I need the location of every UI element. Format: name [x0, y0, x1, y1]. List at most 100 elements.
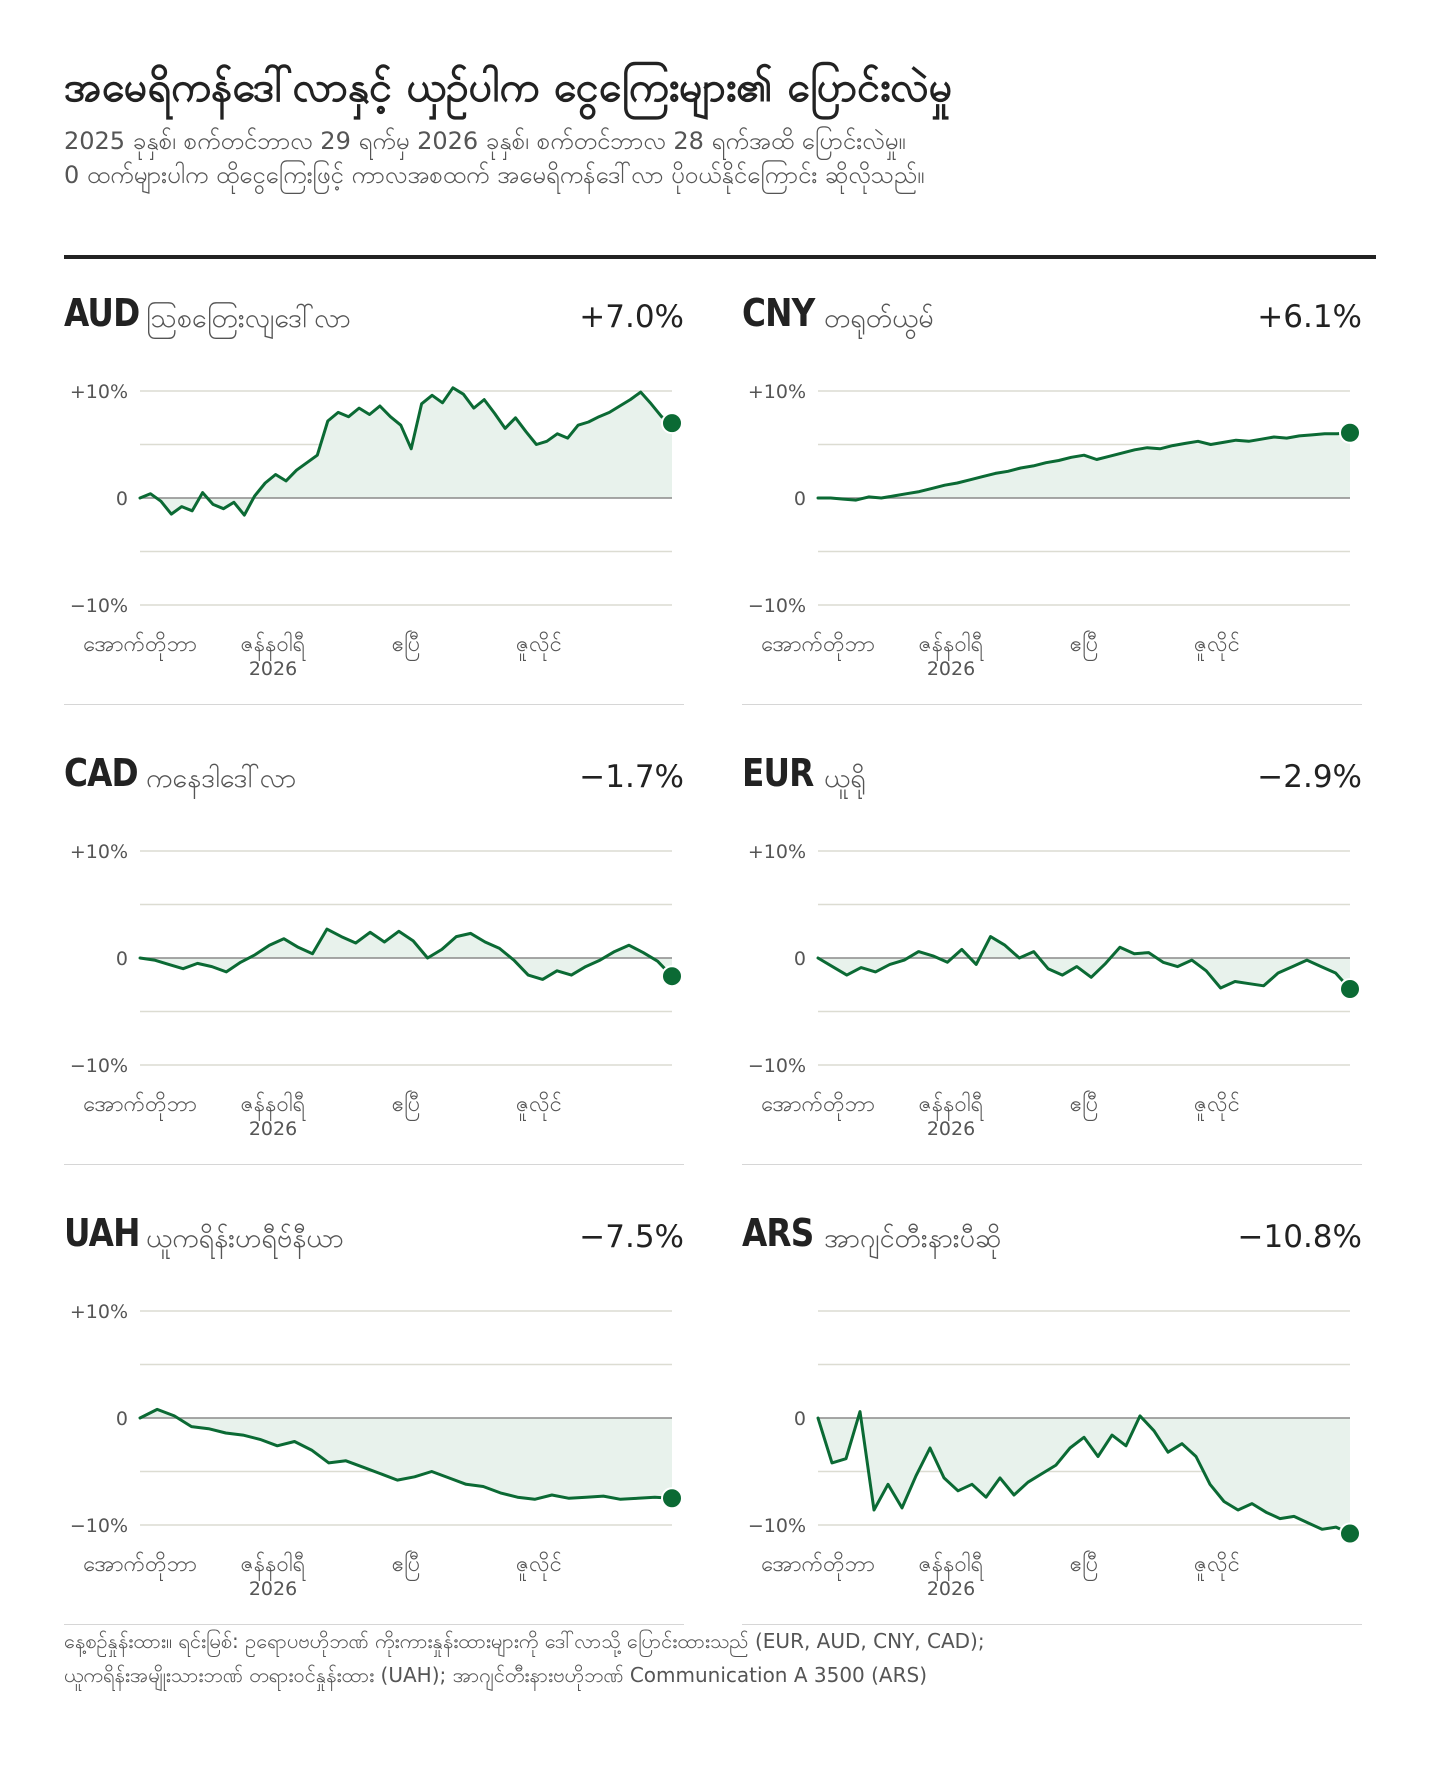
- panel-cny: CNY တရုတ်ယွမ် +6.1% +10% 0 −10% အောက်တိုဘာ ဇန်န…: [742, 285, 1362, 705]
- panel-chart: +10% 0 −10% အောက်တိုဘာ ဇန်နဝါရီ2026 ဧပြီ ဇူလို…: [70, 381, 683, 680]
- currency-name: ယူရို: [824, 763, 866, 794]
- series-area: [818, 432, 1350, 501]
- change-percent: −2.9%: [1257, 759, 1362, 795]
- x-tick-label: အောက်တိုဘာ: [83, 1551, 197, 1581]
- x-tick-label: ဧပြီ: [1070, 1090, 1099, 1121]
- y-tick-label: +10%: [70, 1301, 128, 1323]
- series-area: [818, 936, 1350, 989]
- series-area: [140, 929, 672, 980]
- x-tick-label: ဇူလိုင်: [516, 1091, 562, 1121]
- y-tick-label: +10%: [748, 841, 806, 863]
- panel-header: CNY တရုတ်ယွမ် +6.1%: [742, 285, 1362, 345]
- currency-code: ARS: [742, 1211, 814, 1255]
- y-tick-label: −10%: [70, 1055, 128, 1077]
- panel-chart: +10% 0 −10% အောက်တိုဘာ ဇန်နဝါရီ2026 ဧပြီ ဇူလို…: [70, 1301, 683, 1600]
- chart-title: အမေရိကန်ဒေါ်လာနှင့် ယှဉ်ပါက ငွေကြေးများ၏…: [64, 63, 953, 111]
- y-tick-label: +10%: [748, 381, 806, 403]
- x-tick-label: ဧပြီ: [1070, 1550, 1099, 1581]
- change-percent: +7.0%: [579, 299, 684, 335]
- panel-chart: +10% 0 −10% အောက်တိုဘာ ဇန်နဝါရီ2026 ဧပြီ ဇူလို…: [748, 841, 1361, 1140]
- x-tick-year-label: 2026: [927, 1578, 975, 1600]
- y-tick-label: −10%: [748, 1055, 806, 1077]
- currency-code: CAD: [64, 751, 139, 795]
- header-rule: [64, 255, 1376, 259]
- panel-header: AUD ဩစတြေးလျဒေါ်လာ +7.0%: [64, 285, 684, 345]
- x-tick-year-label: 2026: [927, 658, 975, 680]
- x-tick-label: အောက်တိုဘာ: [83, 1091, 197, 1121]
- end-point-marker: [661, 412, 683, 435]
- x-tick-label: ဇန်နဝါရီ: [919, 631, 984, 661]
- panel-eur: EUR ယူရို −2.9% +10% 0 −10% အောက်တိုဘာ ဇန်နဝါရီ…: [742, 745, 1362, 1165]
- y-tick-label: +10%: [70, 381, 128, 403]
- change-percent: +6.1%: [1257, 299, 1362, 335]
- panel-chart: +10% 0 −10% အောက်တိုဘာ ဇန်နဝါရီ2026 ဧပြီ ဇူလို…: [748, 381, 1361, 680]
- panel-header: ARS အာဂျင်တီးနားပီဆို −10.8%: [742, 1205, 1362, 1265]
- y-tick-label: +10%: [70, 841, 128, 863]
- end-point-marker: [1339, 421, 1361, 444]
- y-tick-label: 0: [794, 948, 806, 970]
- y-tick-label: 0: [116, 948, 128, 970]
- panel-header: CAD ကနေဒါဒေါ်လာ −1.7%: [64, 745, 684, 805]
- currency-name: အာဂျင်တီးနားပီဆို: [824, 1223, 1002, 1254]
- panel-divider: [742, 1624, 1362, 1625]
- currency-name: ကနေဒါဒေါ်လာ: [146, 763, 297, 794]
- y-tick-label: −10%: [70, 1515, 128, 1537]
- panel-aud: AUD ဩစတြေးလျဒေါ်လာ +7.0% +10% 0 −10% အောက်တိုဘ…: [64, 285, 684, 705]
- panel-cad: CAD ကနေဒါဒေါ်လာ −1.7% +10% 0 −10% အောက်တိုဘာ ဇန…: [64, 745, 684, 1165]
- x-tick-year-label: 2026: [249, 1118, 297, 1140]
- panel-divider: [64, 1624, 684, 1625]
- x-tick-label: အောက်တိုဘာ: [761, 1091, 875, 1121]
- panel-header: EUR ယူရို −2.9%: [742, 745, 1362, 805]
- series-area: [140, 387, 672, 516]
- panel-ars: ARS အာဂျင်တီးနားပီဆို −10.8% 0 −10% အောက်တိုဘ…: [742, 1205, 1362, 1625]
- y-tick-label: 0: [116, 1408, 128, 1430]
- change-percent: −10.8%: [1237, 1219, 1362, 1255]
- end-point-marker: [661, 1487, 683, 1510]
- panel-divider: [742, 704, 1362, 705]
- currency-code: UAH: [64, 1211, 140, 1255]
- x-tick-label: ဇူလိုင်: [516, 631, 562, 661]
- series-area: [140, 1409, 672, 1500]
- x-tick-label: ဇူလိုင်: [1194, 1551, 1240, 1581]
- series-line: [816, 1410, 1352, 1536]
- currency-code: EUR: [742, 751, 814, 795]
- x-tick-label: ဇန်နဝါရီ: [241, 1091, 306, 1121]
- x-tick-label: ဧပြီ: [392, 1550, 421, 1581]
- x-tick-label: ဧပြီ: [392, 1090, 421, 1121]
- footer-note-line-2: ယူကရိန်းအမျိုးသားဘဏ် တရားဝင်နှုန်းထား (U…: [64, 1663, 928, 1687]
- series-line: [816, 431, 1352, 502]
- end-point-marker: [1339, 1522, 1361, 1545]
- panel-divider: [742, 1164, 1362, 1165]
- subtitle-line-1: 2025 ခုနှစ်၊ စက်တင်ဘာလ 29 ရက်မှ 2026 ခုန…: [64, 127, 906, 156]
- x-tick-label: ဇူလိုင်: [1194, 1091, 1240, 1121]
- x-tick-year-label: 2026: [927, 1118, 975, 1140]
- currency-name: ဩစတြေးလျဒေါ်လာ: [146, 303, 351, 334]
- series-area: [818, 1411, 1350, 1534]
- x-tick-year-label: 2026: [249, 1578, 297, 1600]
- x-tick-label: ဇန်နဝါရီ: [241, 631, 306, 661]
- series-line: [816, 935, 1352, 991]
- x-tick-label: ဇူလိုင်: [1194, 631, 1240, 661]
- x-tick-label: ဧပြီ: [1070, 630, 1099, 661]
- x-tick-label: ဇန်နဝါရီ: [919, 1091, 984, 1121]
- x-tick-label: အောက်တိုဘာ: [761, 1551, 875, 1581]
- panel-chart: +10% 0 −10% အောက်တိုဘာ ဇန်နဝါရီ2026 ဧပြီ ဇူလို…: [70, 841, 683, 1140]
- y-tick-label: 0: [794, 488, 806, 510]
- y-tick-label: −10%: [748, 595, 806, 617]
- x-tick-label: ဇူလိုင်: [516, 1551, 562, 1581]
- currency-code: CNY: [742, 291, 815, 335]
- x-tick-label: ဇန်နဝါရီ: [241, 1551, 306, 1581]
- x-tick-label: ဧပြီ: [392, 630, 421, 661]
- currency-name: ယူကရိန်းဟရီဗ်နီယာ: [146, 1223, 344, 1254]
- end-point-marker: [661, 965, 683, 988]
- series-line: [138, 927, 674, 981]
- subtitle-line-2: 0 ထက်များပါက ထိုငွေကြေးဖြင့် ကာလအစထက် အမ…: [64, 160, 925, 189]
- panel-uah: UAH ယူကရိန်းဟရီဗ်နီယာ −7.5% +10% 0 −10% အောက်တ…: [64, 1205, 684, 1625]
- panel-divider: [64, 1164, 684, 1165]
- series-line: [138, 1407, 674, 1501]
- y-tick-label: −10%: [70, 595, 128, 617]
- change-percent: −7.5%: [579, 1219, 684, 1255]
- panel-header: UAH ယူကရိန်းဟရီဗ်နီယာ −7.5%: [64, 1205, 684, 1265]
- footer-note-line-1: နေ့စဉ်နှုန်းထား။ ရင်းမြစ်: ဥရောပဗဟိုဘဏ် …: [64, 1629, 985, 1653]
- x-tick-label: ဇန်နဝါရီ: [919, 1551, 984, 1581]
